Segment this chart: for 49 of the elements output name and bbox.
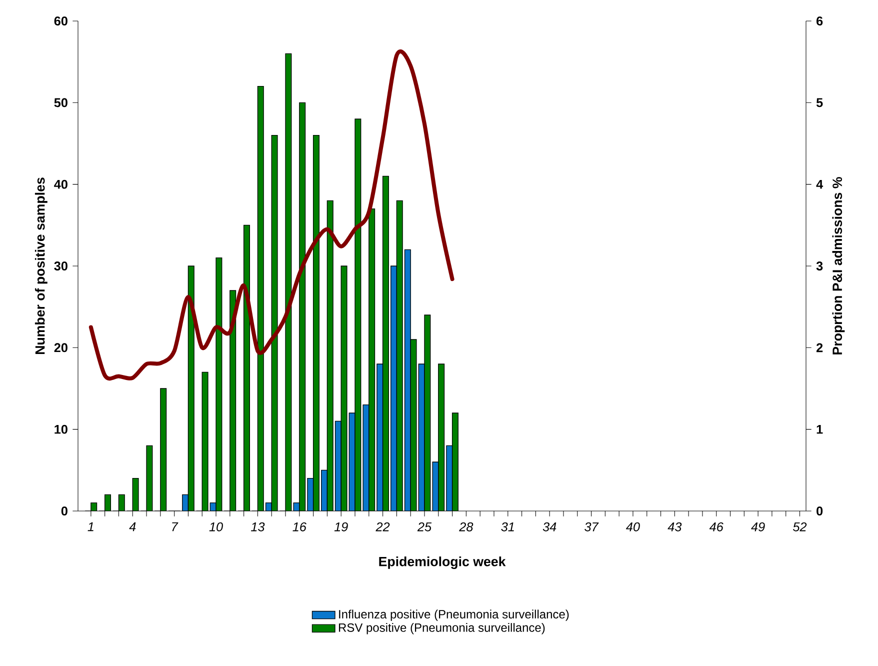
bar — [312, 134, 320, 511]
y2-tick-label: 3 — [816, 261, 823, 270]
x-tick-label: 1 — [88, 522, 94, 532]
x-tick-label: 19 — [334, 522, 348, 532]
y2-tick-label: 5 — [816, 98, 823, 108]
x-tick-label: 40 — [626, 522, 640, 532]
y-axis-title: Number of positive samples — [34, 178, 48, 354]
x-tick-label: 25 — [417, 522, 432, 532]
y2-tick-label: 6 — [816, 16, 823, 26]
y-tick-label: 30 — [54, 261, 68, 270]
bar — [382, 176, 389, 511]
y-tick-label: 50 — [54, 98, 68, 108]
x-tick-label: 13 — [251, 522, 265, 532]
y2-tick-label: 2 — [816, 343, 823, 352]
y-tick-label: 20 — [54, 343, 68, 352]
x-tick-label: 28 — [459, 522, 474, 532]
x-tick-label: 4 — [129, 522, 136, 532]
y2-axis-title: Proprtion P&I admissions % — [832, 177, 845, 354]
x-tick-label: 52 — [793, 522, 807, 532]
bar — [368, 208, 376, 511]
bar — [452, 412, 458, 511]
x-tick-label: 7 — [172, 522, 178, 532]
x-tick-label: 34 — [542, 522, 556, 532]
y-tick-label: 10 — [54, 424, 68, 434]
x-tick-label: 49 — [751, 522, 765, 532]
bar — [334, 420, 342, 511]
y-tick-label: 0 — [61, 506, 68, 516]
bar — [404, 249, 411, 511]
x-tick-label: 22 — [376, 522, 390, 532]
legend-label: RSV positive (Pneumonia surveillance) — [338, 623, 545, 634]
x-tick-label: 31 — [501, 522, 514, 532]
x-tick-label: 10 — [209, 522, 223, 532]
bar — [104, 494, 112, 511]
y2-tick-label: 4 — [816, 180, 824, 189]
bar — [438, 364, 445, 511]
bar — [182, 494, 189, 511]
y2-tick-label: 1 — [816, 424, 823, 434]
bar — [299, 102, 306, 511]
x-tick-label: 46 — [709, 522, 724, 532]
x-tick-label: 43 — [668, 522, 682, 532]
x-tick-label: 37 — [584, 522, 599, 532]
y-tick-label: 60 — [54, 16, 68, 26]
y-tick-label: 40 — [54, 180, 68, 189]
bar — [390, 266, 398, 511]
bar — [321, 470, 328, 511]
legend-label: Influenza positive (Pneumonia surveillance) — [339, 610, 569, 621]
x-tick-label: 16 — [292, 522, 306, 532]
x-axis-title: Epidemiologic week — [379, 556, 506, 569]
y2-tick-label: 0 — [816, 506, 823, 516]
